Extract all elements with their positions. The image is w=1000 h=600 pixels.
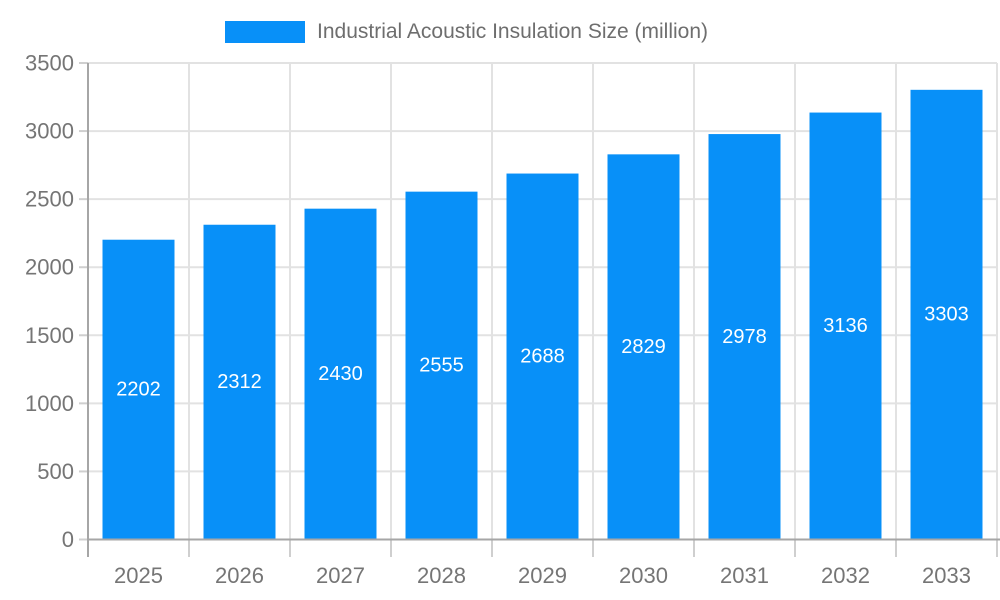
x-axis-tick-label: 2029 xyxy=(518,563,567,588)
legend-swatch[interactable] xyxy=(225,21,305,43)
x-axis-tick-label: 2028 xyxy=(417,563,466,588)
y-axis-tick-label: 500 xyxy=(37,459,74,484)
bar-2031[interactable] xyxy=(708,134,781,540)
x-axis-tick-label: 2027 xyxy=(316,563,365,588)
x-axis-tick-label: 2030 xyxy=(619,563,668,588)
bar-2028[interactable] xyxy=(405,191,478,540)
bar-value-label: 3303 xyxy=(924,304,969,326)
bar-value-label: 2312 xyxy=(217,371,262,393)
bar-value-label: 2688 xyxy=(520,346,565,368)
x-axis-tick-label: 2032 xyxy=(821,563,870,588)
x-axis-tick-label: 2026 xyxy=(215,563,264,588)
bar-2032[interactable] xyxy=(809,112,882,540)
y-axis-tick-label: 0 xyxy=(62,527,74,552)
y-axis-tick-label: 1500 xyxy=(25,323,74,348)
y-axis-tick-label: 1000 xyxy=(25,391,74,416)
bar-2025[interactable] xyxy=(102,239,175,540)
chart-legend[interactable]: Industrial Acoustic Insulation Size (mil… xyxy=(225,18,708,46)
bar-value-label: 2829 xyxy=(621,336,666,358)
bar-value-label: 2555 xyxy=(419,355,464,377)
y-axis-tick-label: 3500 xyxy=(25,51,74,76)
bar-2033[interactable] xyxy=(910,89,983,540)
bar-value-label: 2202 xyxy=(116,379,161,401)
x-axis-tick-label: 2031 xyxy=(720,563,769,588)
bar-2029[interactable] xyxy=(506,173,579,540)
bar-2026[interactable] xyxy=(203,224,276,540)
bar-2030[interactable] xyxy=(607,154,680,540)
bar-value-label: 2430 xyxy=(318,363,363,385)
y-axis-tick-label: 2500 xyxy=(25,187,74,212)
bar-value-label: 3136 xyxy=(823,315,868,337)
legend-label[interactable]: Industrial Acoustic Insulation Size (mil… xyxy=(317,20,709,43)
x-axis-tick-label: 2033 xyxy=(922,563,971,588)
bar-value-label: 2978 xyxy=(722,326,767,348)
y-axis-tick-label: 3000 xyxy=(25,119,74,144)
x-axis-tick-label: 2025 xyxy=(114,563,163,588)
bar-2027[interactable] xyxy=(304,208,377,540)
y-axis-tick-label: 2000 xyxy=(25,255,74,280)
